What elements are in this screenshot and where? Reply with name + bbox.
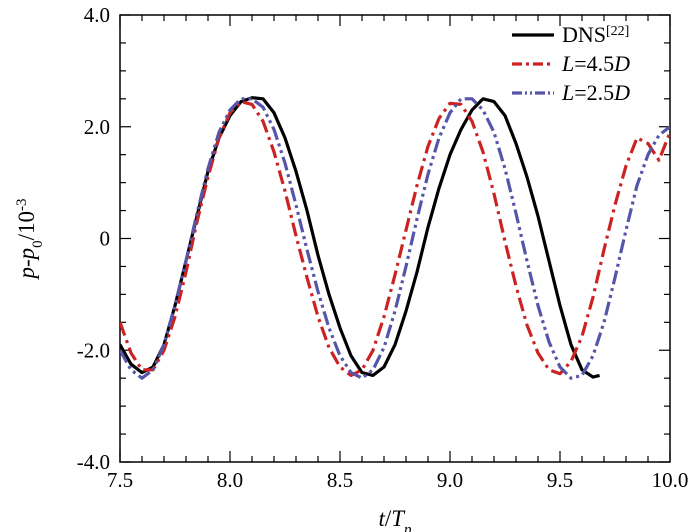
x-tick-label: 8.0 <box>217 468 243 492</box>
axis-labels: t/Tp p-p0/10-3 <box>14 198 412 532</box>
x-tick-label: 10.0 <box>652 468 689 492</box>
axes: 7.5 8.0 8.5 9.0 9.5 10.0 -4.0 -2.0 0 2.0 4.0 <box>77 3 689 492</box>
y-tick-label: 2.0 <box>84 115 110 139</box>
y-tick-label: 4.0 <box>84 3 110 27</box>
x-tick-label: 9.0 <box>437 468 463 492</box>
legend: DNS[22] L=4.5D L=2.5D <box>512 22 630 105</box>
legend-label: L=2.5D <box>561 80 630 105</box>
y-tick-label: -4.0 <box>77 450 110 474</box>
y-tick-label: -2.0 <box>77 338 110 362</box>
y-axis-label: p-p0/10-3 <box>14 198 46 280</box>
x-axis-label: t/Tp <box>378 506 412 532</box>
series-group <box>120 96 670 380</box>
legend-label: DNS[22] <box>562 22 629 47</box>
legend-label: L=4.5D <box>561 51 630 76</box>
x-tick-label: 9.5 <box>547 468 573 492</box>
series-line-3 <box>120 97 670 380</box>
y-tick-label: 0 <box>100 227 111 251</box>
x-tick-label: 7.5 <box>107 468 133 492</box>
x-tick-label: 8.5 <box>327 468 353 492</box>
series-line-2 <box>120 100 670 377</box>
